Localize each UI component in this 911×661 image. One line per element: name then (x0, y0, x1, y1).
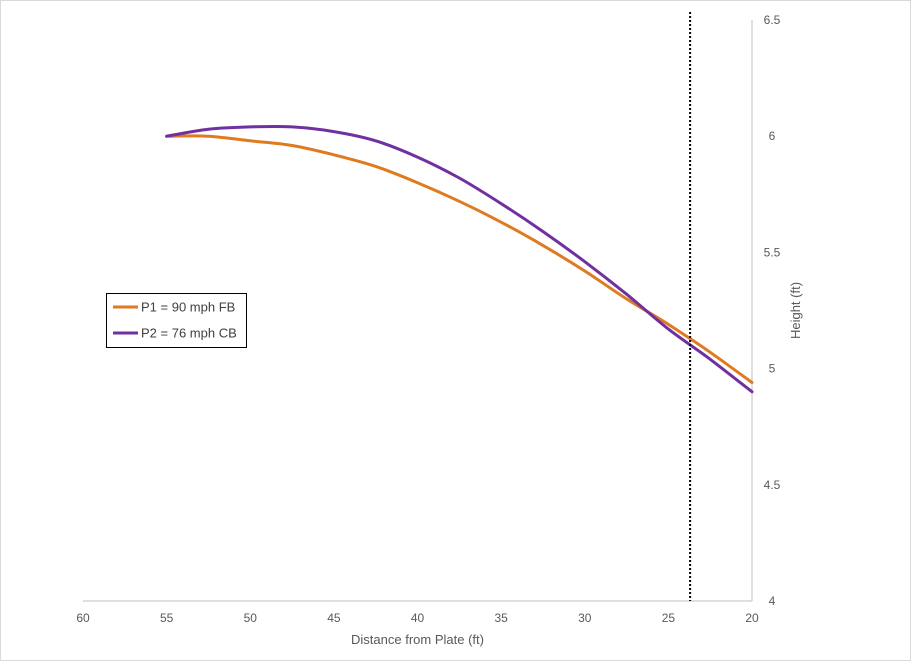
y-tick-label: 5 (769, 362, 776, 376)
legend: P1 = 90 mph FB P2 = 76 mph CB (107, 294, 247, 348)
y-tick-label: 6 (769, 129, 776, 143)
x-tick-labels: 60 55 50 45 40 35 30 25 20 (76, 611, 759, 625)
y-tick-label: 6.5 (764, 13, 781, 27)
x-tick-label: 40 (411, 611, 425, 625)
series-layer (167, 126, 752, 391)
y-tick-labels: 4 4.5 5 5.5 6 6.5 (764, 13, 781, 608)
x-tick-label: 30 (578, 611, 592, 625)
legend-label-p1: P1 = 90 mph FB (141, 300, 235, 315)
y-tick-label: 4 (769, 594, 776, 608)
x-tick-label: 60 (76, 611, 90, 625)
x-tick-label: 50 (244, 611, 258, 625)
series-line-p1 (167, 136, 752, 383)
x-tick-label: 25 (662, 611, 676, 625)
x-tick-label: 45 (327, 611, 341, 625)
y-axis-title: Height (ft) (788, 282, 803, 339)
x-tick-label: 35 (494, 611, 508, 625)
legend-label-p2: P2 = 76 mph CB (141, 326, 237, 341)
y-tick-label: 4.5 (764, 478, 781, 492)
x-tick-label: 55 (160, 611, 174, 625)
series-line-p2 (167, 126, 752, 391)
x-axis-title: Distance from Plate (ft) (351, 632, 484, 647)
x-tick-label: 20 (745, 611, 759, 625)
y-tick-label: 5.5 (764, 245, 781, 259)
